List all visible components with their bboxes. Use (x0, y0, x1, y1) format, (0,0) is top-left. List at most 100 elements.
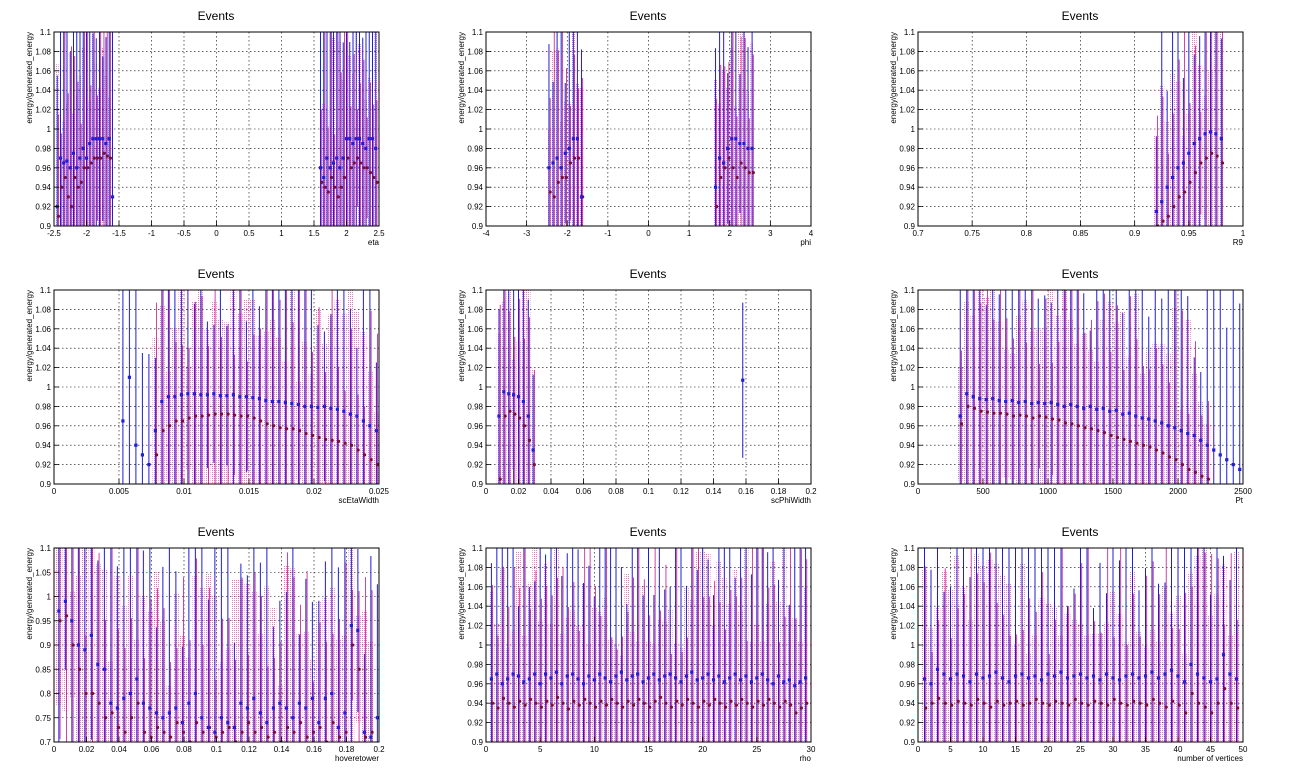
data-point-blue (357, 137, 362, 141)
data-point-blue (625, 678, 629, 682)
data-point-magenta (1096, 429, 1100, 433)
data-point-blue (701, 676, 705, 680)
data-point-blue (322, 175, 326, 180)
data-point-magenta (339, 185, 343, 189)
data-point-magenta (637, 697, 641, 701)
x-tick-label: 0.14 (274, 745, 290, 754)
chart-panel-scphiwidth: Events 0 0.02 0.04 0.06 0.08 0.1 0.12 0.14 0.16 0.… (432, 258, 864, 516)
data-point-magenta (583, 697, 587, 701)
data-point-blue (1173, 426, 1177, 430)
x-axis-label: Pt (1235, 496, 1243, 505)
chart-panel-scetawidth: Events 0 0.005 0.01 0.015 0.02 0.025 0.9 0.92 0.9… (0, 258, 432, 516)
data-point-blue (1221, 653, 1226, 657)
x-axis-label: phi (800, 238, 811, 247)
data-point-magenta (1210, 151, 1214, 155)
data-point-blue (668, 672, 672, 676)
data-point-blue (981, 676, 985, 680)
data-point-blue (348, 137, 352, 141)
data-point-magenta (523, 703, 527, 707)
x-tick-label: 20 (698, 745, 707, 754)
data-point-magenta (756, 699, 760, 703)
data-point-blue (1143, 674, 1148, 678)
y-tick-label: 0.98 (467, 144, 483, 153)
chart-title: Events (1062, 525, 1099, 539)
data-point-magenta (292, 730, 296, 734)
data-point-magenta (1216, 701, 1220, 705)
y-tick-label: 0.9 (904, 738, 916, 747)
x-tick-label: 0.14 (706, 487, 722, 496)
data-point-magenta (512, 705, 516, 709)
data-point-magenta (1203, 705, 1207, 709)
data-point-magenta (751, 705, 755, 709)
data-point-magenta (950, 703, 954, 707)
data-point-blue (348, 412, 352, 416)
data-point-blue (187, 701, 191, 705)
data-point-blue (793, 684, 797, 688)
x-tick-label: 0 (52, 487, 57, 496)
data-point-magenta (214, 735, 218, 739)
data-point-magenta (266, 735, 270, 739)
y-tick-label: 1.04 (467, 86, 483, 95)
data-point-blue (115, 706, 119, 710)
data-point-magenta (213, 412, 217, 416)
data-point-blue (614, 674, 618, 678)
data-point-magenta (577, 156, 581, 160)
data-point-magenta (767, 697, 771, 701)
y-axis-label: energy/generated_energy (889, 548, 898, 640)
data-point-blue (722, 680, 726, 684)
x-tick-label: 0.02 (511, 487, 527, 496)
x-tick-label: -1 (604, 229, 612, 238)
y-tick-label: 1 (479, 125, 484, 134)
data-point-magenta (298, 721, 303, 725)
data-point-blue (991, 397, 995, 401)
y-tick-label: 1 (479, 383, 484, 392)
data-point-magenta (631, 703, 636, 707)
data-point-magenta (337, 439, 341, 443)
data-point-magenta (259, 725, 264, 730)
data-point-magenta (669, 705, 673, 709)
data-point-blue (1170, 175, 1175, 180)
data-point-blue (1065, 676, 1070, 680)
data-point-magenta (1164, 705, 1168, 709)
data-point-blue (965, 392, 969, 396)
data-point-magenta (344, 730, 348, 734)
y-tick-label: 0.98 (35, 402, 51, 411)
data-point-blue (147, 463, 151, 467)
data-point-blue (1007, 680, 1011, 684)
data-point-blue (1095, 407, 1099, 411)
data-point-blue (161, 716, 165, 720)
y-tick-label: 1.06 (899, 67, 915, 76)
y-tick-label: 1.1 (472, 286, 484, 295)
data-point-blue (636, 672, 640, 676)
data-point-blue (1017, 400, 1021, 405)
y-tick-label: 1 (47, 383, 52, 392)
data-point-magenta (1177, 195, 1181, 199)
data-point-magenta (77, 667, 82, 671)
data-point-blue (760, 672, 764, 676)
x-tick-label: 30 (807, 745, 816, 754)
data-point-magenta (330, 438, 334, 442)
data-point-blue (1069, 402, 1073, 407)
data-point-blue (102, 667, 106, 671)
data-point-blue (297, 701, 301, 705)
x-axis-label: number of vertices (1177, 754, 1243, 763)
x-tick-label: 0.06 (576, 487, 592, 496)
plot-area (921, 548, 1240, 742)
y-tick-label: 1.04 (35, 344, 51, 353)
chart-svg: Events 0 500 1000 1500 2000 2500 0.9 0.92 0.94 0.9… (889, 267, 1252, 505)
x-tick-label: 0 (484, 487, 489, 496)
data-point-blue (538, 682, 542, 686)
data-point-magenta (324, 437, 328, 441)
data-point-blue (1056, 402, 1060, 407)
chart-panel-eta: Events -2.5 -2 -1.5 -1 -0.5 0 0.5 1 1.5 2 2.5 0.9 0.9… (0, 0, 432, 258)
data-point-magenta (1174, 458, 1178, 462)
data-point-blue (245, 706, 249, 710)
data-point-blue (278, 701, 282, 705)
data-point-blue (555, 156, 559, 160)
data-point-blue (744, 674, 748, 678)
data-point-magenta (564, 175, 569, 180)
data-point-blue (551, 161, 555, 165)
data-point-magenta (108, 156, 113, 160)
data-point-blue (971, 395, 975, 399)
data-point-magenta (298, 429, 302, 433)
